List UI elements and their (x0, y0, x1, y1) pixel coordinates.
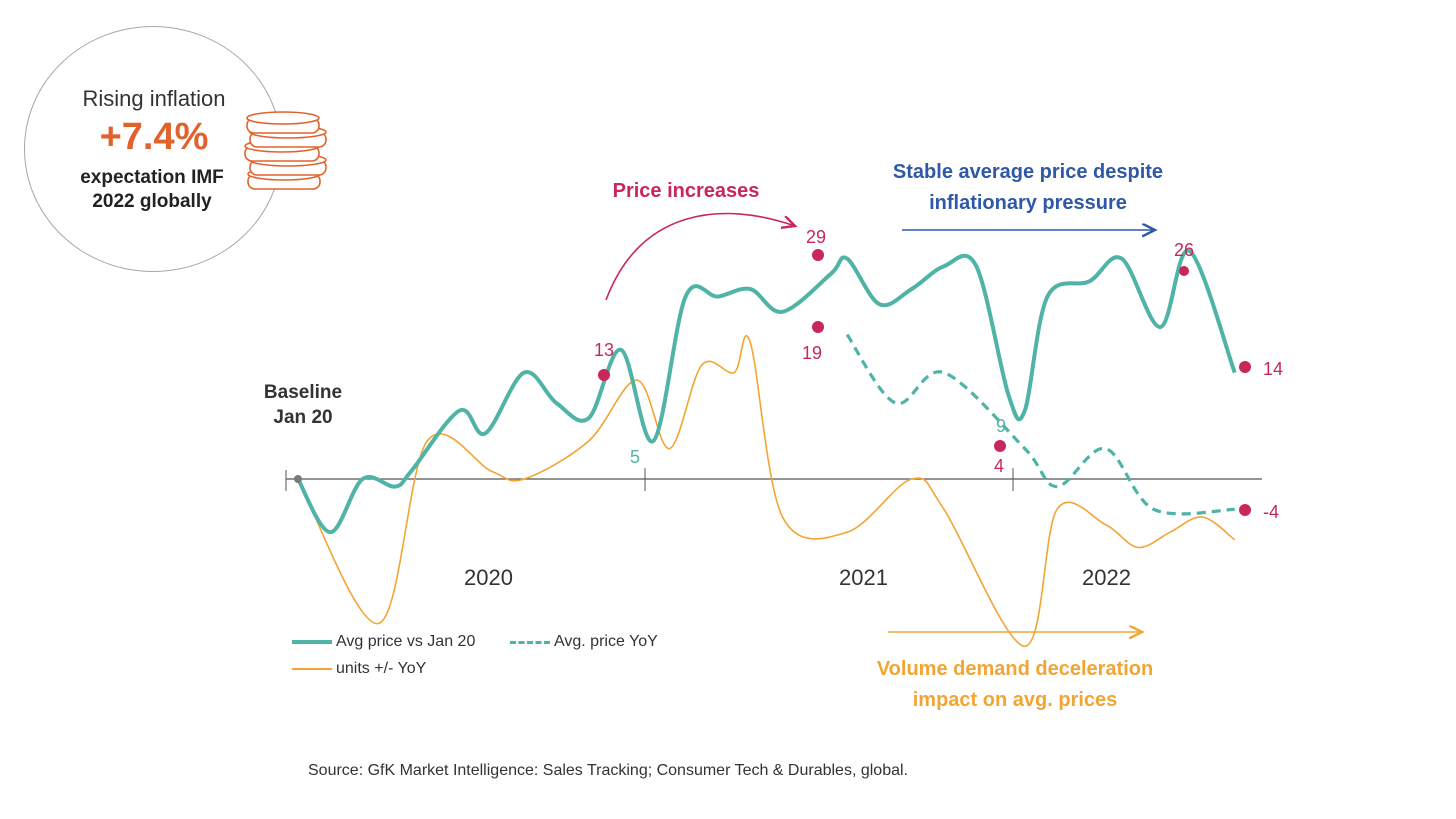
annotation-volume-demand: Volume demand deceleration impact on avg… (855, 654, 1175, 716)
legend-swatch-solid-thick (292, 640, 332, 644)
legend-swatch-dashed (510, 640, 550, 644)
baseline-label: Baseline Jan 20 (246, 380, 360, 430)
point-marker-4 (994, 440, 1006, 452)
baseline-origin-point (294, 475, 302, 483)
point-label-4: 4 (994, 456, 1004, 476)
annotation-stable-line1: Stable average price despite (892, 161, 1164, 183)
annotation-volume-line2: impact on avg. prices (912, 689, 1118, 711)
price-increases-arrow (605, 212, 795, 301)
annotation-stable-price: Stable average price despite inflationar… (868, 157, 1188, 219)
series-avg-price-vs-jan20-line (296, 248, 1237, 535)
inflation-badge-subtitle-line2: 2022 globally (92, 191, 212, 212)
inflation-badge-value: +7.4% (99, 116, 209, 158)
baseline-line1: Baseline (263, 382, 343, 403)
annotation-volume-line1: Volume demand deceleration (876, 658, 1154, 680)
series-units-yoy-line (297, 334, 1236, 648)
legend-item-avg-price: Avg price vs Jan 20 (292, 633, 475, 651)
annotation-price-increases: Price increases (612, 180, 760, 202)
point-marker-neg4 (1239, 504, 1251, 516)
point-label-14: 14 (1263, 359, 1283, 379)
point-marker-14 (1239, 361, 1251, 373)
inflation-badge-subtitle: expectation IMF 2022 globally (52, 166, 252, 214)
point-label-19: 19 (802, 343, 822, 363)
source-note: Source: GfK Market Intelligence: Sales T… (308, 762, 908, 779)
legend-label-avg-price-yoy: Avg. price YoY (554, 633, 658, 650)
year-label-2021: 2021 (839, 565, 888, 590)
point-label-neg4: -4 (1263, 502, 1279, 522)
coin-stack-icon (244, 111, 327, 190)
inflation-badge-subtitle-line1: expectation IMF (80, 167, 224, 188)
year-label-2022: 2022 (1082, 565, 1131, 590)
legend-item-avg-price-yoy: Avg. price YoY (510, 633, 658, 651)
point-label-13: 13 (594, 340, 614, 360)
inflation-badge-title: Rising inflation (82, 86, 226, 111)
point-label-9: 9 (996, 416, 1006, 436)
point-marker-29 (812, 249, 824, 261)
annotation-stable-line2: inflationary pressure (929, 192, 1127, 214)
point-marker-13 (598, 369, 610, 381)
point-marker-26 (1179, 266, 1189, 276)
legend-label-units: units +/- YoY (336, 660, 427, 677)
year-label-2020: 2020 (464, 565, 513, 590)
legend-swatch-solid-thin (292, 668, 332, 670)
series-avg-price-yoy-line (845, 333, 1235, 516)
point-marker-19 (812, 321, 824, 333)
baseline-line2: Jan 20 (273, 407, 333, 428)
point-label-29: 29 (806, 227, 826, 247)
legend-item-units: units +/- YoY (292, 660, 426, 678)
legend-label-avg-price: Avg price vs Jan 20 (336, 633, 476, 650)
point-label-5: 5 (630, 447, 640, 467)
point-label-26: 26 (1174, 240, 1194, 260)
